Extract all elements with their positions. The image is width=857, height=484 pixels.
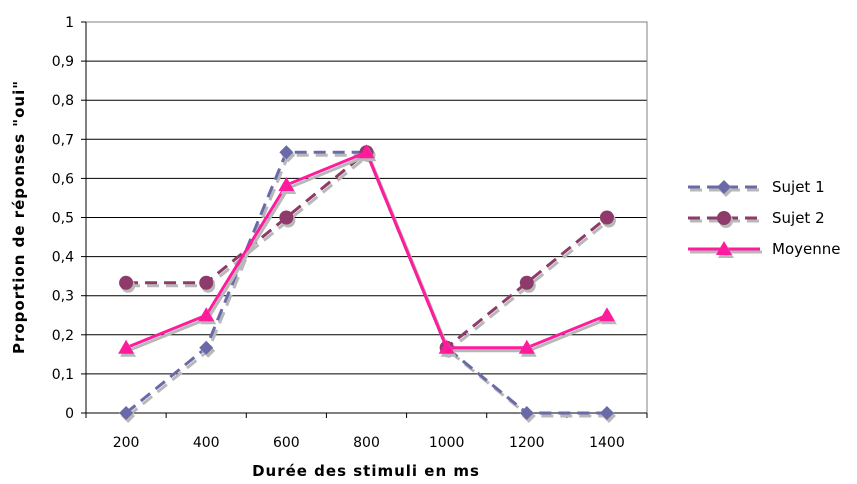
- legend-marker: [717, 180, 731, 194]
- x-tick-label: 400: [193, 435, 220, 451]
- data-point: [599, 210, 614, 225]
- series-2: [119, 145, 616, 358]
- legend-label: Moyenne: [772, 240, 840, 258]
- series-line-shadow: [127, 153, 610, 353]
- x-tick-label: 200: [113, 435, 140, 451]
- y-tick-label: 0,2: [52, 328, 74, 344]
- data-point: [199, 275, 214, 290]
- x-tick-label: 600: [273, 435, 300, 451]
- y-tick-label: 0,4: [52, 250, 74, 266]
- x-tick-label: 1000: [429, 435, 465, 451]
- x-tick-label: 800: [353, 435, 380, 451]
- data-point: [598, 307, 615, 322]
- x-axis: 200 400 600 800 1000 1200 1400: [85, 412, 648, 451]
- y-axis: 0 0,1 0,2 0,3 0,4 0,5 0,6 0,7 0,8 0,9 1: [52, 15, 87, 422]
- data-point: [279, 210, 294, 225]
- y-tick-label: 0,1: [52, 367, 74, 383]
- y-tick-label: 0,8: [52, 93, 74, 109]
- data-point: [518, 339, 535, 354]
- series-line: [125, 150, 608, 350]
- data-point: [519, 275, 534, 290]
- data-point: [119, 275, 134, 290]
- y-tick-label: 1: [65, 15, 74, 31]
- x-tick-label: 1200: [509, 435, 545, 451]
- legend: Sujet 1 Sujet 2 Moyenne: [688, 178, 840, 258]
- series-3: [118, 144, 617, 357]
- x-tick-label: 1400: [589, 435, 625, 451]
- y-tick-label: 0,7: [52, 132, 74, 148]
- y-tick-label: 0,6: [52, 171, 74, 187]
- data-point: [519, 406, 534, 420]
- data-point: [438, 339, 455, 354]
- x-axis-title: Durée des stimuli en ms: [252, 462, 480, 480]
- data-point: [199, 340, 214, 355]
- legend-label: Sujet 2: [772, 209, 825, 227]
- y-tick-label: 0,3: [52, 289, 74, 305]
- data-point: [118, 339, 135, 354]
- data-point: [278, 177, 295, 192]
- legend-marker: [716, 241, 732, 255]
- data-point: [198, 307, 215, 322]
- y-tick-label: 0: [65, 406, 74, 422]
- y-tick-label: 0,5: [52, 211, 74, 227]
- data-point: [119, 406, 134, 420]
- y-tick-label: 0,9: [52, 54, 74, 70]
- y-axis-title: Proportion de réponses "oui": [10, 80, 28, 354]
- series-group: [118, 144, 617, 423]
- legend-marker: [717, 211, 731, 225]
- legend-label: Sujet 1: [772, 178, 825, 196]
- data-point: [279, 145, 294, 160]
- data-point: [599, 406, 614, 420]
- data-point: [358, 144, 375, 159]
- grid-lines: [86, 21, 647, 375]
